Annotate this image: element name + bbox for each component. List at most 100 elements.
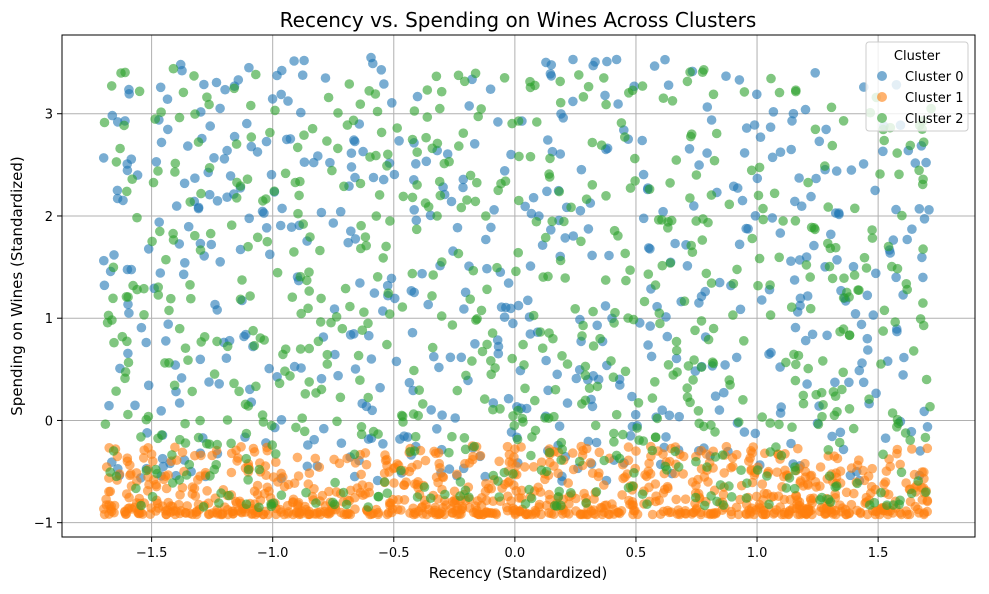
data-point-cluster-2 [650,432,661,443]
data-point-cluster-0 [846,165,857,175]
data-point-cluster-2 [813,419,824,430]
data-point-cluster-2 [344,79,355,89]
data-point-cluster-2 [581,498,591,508]
data-point-cluster-2 [606,356,616,366]
legend-marker-cluster-0 [877,71,887,81]
data-point-cluster-2 [465,170,476,181]
data-point-cluster-0 [743,224,753,234]
data-point-cluster-1 [399,495,410,505]
data-point-cluster-2 [147,236,157,247]
data-point-cluster-2 [644,184,655,194]
data-point-cluster-2 [487,328,498,338]
data-point-cluster-0 [592,320,602,331]
data-point-cluster-2 [422,112,433,122]
data-point-cluster-0 [272,70,282,81]
data-point-cluster-0 [215,257,225,267]
data-point-cluster-2 [472,177,482,188]
data-point-cluster-0 [766,347,776,358]
data-point-cluster-2 [548,333,558,344]
data-point-cluster-2 [187,386,197,397]
data-point-cluster-2 [141,465,152,476]
data-point-cluster-0 [757,295,767,305]
data-point-cluster-2 [190,230,200,241]
data-point-cluster-2 [803,363,813,374]
data-point-cluster-0 [480,471,491,482]
data-point-cluster-0 [755,132,766,142]
data-point-cluster-2 [382,339,392,350]
data-point-cluster-2 [787,422,797,433]
data-point-cluster-1 [662,481,673,492]
data-point-cluster-0 [411,159,421,169]
data-point-cluster-0 [546,71,557,81]
data-point-cluster-0 [786,256,796,267]
data-point-cluster-0 [276,89,287,100]
data-point-cluster-0 [613,99,623,109]
data-point-cluster-2 [290,177,301,188]
data-point-cluster-1 [793,443,803,454]
data-point-cluster-2 [774,419,784,430]
data-point-cluster-0 [161,336,171,346]
data-point-cluster-1 [762,489,772,499]
data-point-cluster-1 [675,508,686,518]
data-point-cluster-0 [261,223,272,233]
data-point-cluster-2 [472,314,482,324]
data-point-cluster-0 [528,192,539,203]
data-point-cluster-2 [861,263,872,273]
data-point-cluster-2 [590,420,601,431]
data-point-cluster-0 [710,391,721,402]
data-point-cluster-1 [835,466,846,477]
data-point-cluster-1 [800,466,811,477]
data-point-cluster-2 [739,336,749,346]
data-point-cluster-2 [337,323,348,334]
data-point-cluster-0 [330,349,340,360]
data-point-cluster-2 [849,270,860,280]
data-point-cluster-2 [531,216,542,227]
data-point-cluster-1 [276,468,287,479]
data-point-cluster-2 [774,252,784,263]
data-point-cluster-0 [259,208,269,218]
data-point-cluster-0 [719,387,729,398]
data-point-cluster-2 [823,445,834,455]
data-point-cluster-2 [673,462,684,472]
data-point-cluster-2 [456,202,467,213]
data-point-cluster-2 [339,181,349,192]
data-point-cluster-2 [340,283,351,294]
data-point-cluster-2 [440,489,450,500]
data-point-cluster-2 [662,465,672,475]
data-point-cluster-2 [715,480,726,490]
data-point-cluster-2 [611,409,622,420]
data-point-cluster-0 [694,160,704,170]
data-point-cluster-2 [383,288,394,299]
data-point-cluster-1 [202,486,212,496]
data-point-cluster-2 [698,214,708,224]
data-point-cluster-0 [734,239,745,250]
data-point-cluster-0 [848,261,859,272]
data-point-cluster-2 [890,317,900,327]
data-point-cluster-2 [672,367,682,377]
data-point-cluster-0 [576,164,587,175]
data-point-cluster-0 [880,433,891,444]
y-tick-label: 0 [45,414,53,429]
data-point-cluster-2 [99,117,110,128]
data-point-cluster-2 [436,311,447,321]
data-point-cluster-0 [827,431,837,442]
data-point-cluster-2 [431,71,442,82]
data-point-cluster-0 [343,237,354,248]
data-point-cluster-0 [485,84,496,94]
data-point-cluster-2 [294,190,304,201]
data-point-cluster-0 [767,213,778,223]
data-point-cluster-1 [549,461,559,471]
data-point-cluster-2 [108,262,119,273]
data-point-cluster-2 [359,307,369,318]
data-point-cluster-0 [299,157,310,167]
data-point-cluster-0 [899,352,909,363]
data-point-cluster-0 [790,322,801,333]
data-point-cluster-0 [183,141,193,151]
data-point-cluster-2 [189,71,199,81]
data-point-cluster-2 [557,351,567,361]
data-point-cluster-1 [511,486,521,496]
data-point-cluster-2 [246,132,257,142]
data-point-cluster-0 [602,56,612,67]
data-point-cluster-2 [265,127,275,138]
data-point-cluster-1 [105,486,116,497]
